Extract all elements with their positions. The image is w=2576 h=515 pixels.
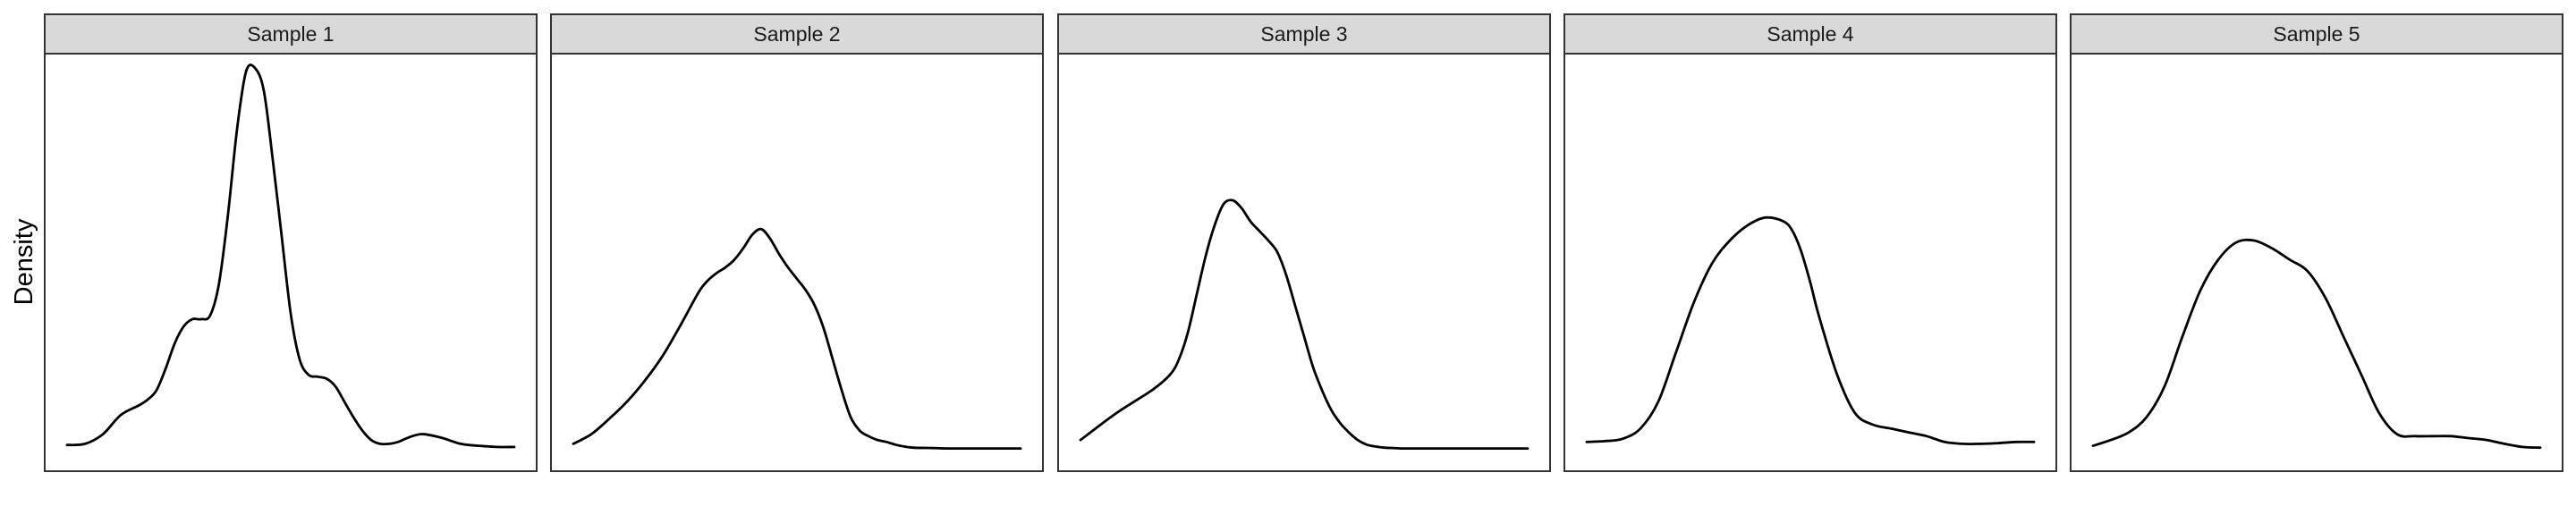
y-axis-label: Density: [10, 218, 38, 305]
facet-panel: Sample 2: [550, 13, 1044, 472]
panel-border: [44, 53, 538, 472]
facet-strip: [44, 13, 538, 55]
panel-border: [550, 53, 1044, 472]
panel-border: [2070, 53, 2563, 472]
panel-border: [1563, 53, 2057, 472]
facet-title: Sample 5: [2273, 22, 2360, 46]
facet-strip: [550, 13, 1044, 55]
density-line: [2091, 238, 2542, 450]
density-line: [1585, 215, 2036, 446]
facet-title: Sample 1: [247, 22, 334, 46]
panel-border: [1057, 53, 1551, 472]
facet-panel: Sample 4: [1563, 13, 2057, 472]
density-line: [65, 63, 516, 449]
density-line: [572, 227, 1022, 450]
facet-panels: Sample 1 Sample 2 Sample 3 Sample 4 Sample 5: [44, 13, 2563, 472]
density-line: [1079, 198, 1530, 450]
facet-panel: Sample 3: [1057, 13, 1551, 472]
facet-title: Sample 3: [1260, 22, 1347, 46]
facet-title: Sample 2: [753, 22, 840, 46]
facet-title: Sample 4: [1767, 22, 1853, 46]
facet-panel: Sample 5: [2070, 13, 2563, 472]
facet-strip: [1563, 13, 2057, 55]
facet-panel: Sample 1: [44, 13, 538, 472]
